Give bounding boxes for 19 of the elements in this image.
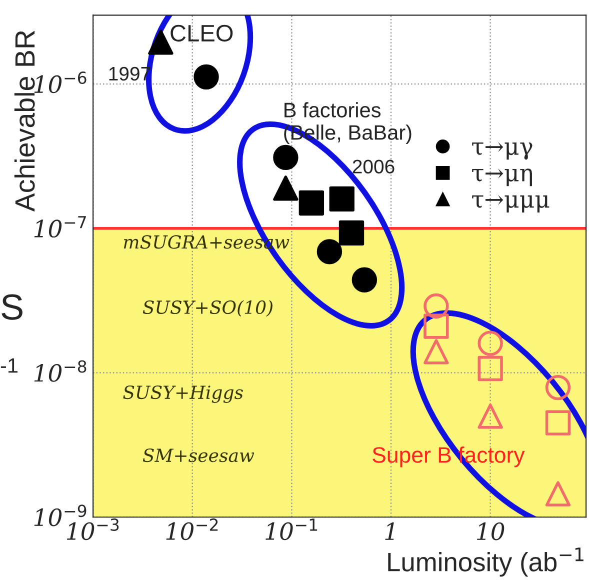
x-tick-label: 1 <box>385 522 394 540</box>
legend-label: τ→μμμ <box>472 195 550 212</box>
annotation: SUSY+SO(10) <box>142 300 272 317</box>
text: -1 <box>0 358 18 373</box>
annotation: 2006 <box>352 160 394 174</box>
y-tick-label: 10$^{−8}$ <box>34 360 86 382</box>
x-tick-label: 10 <box>476 522 504 540</box>
annotation: SM+seesaw <box>142 448 254 462</box>
y-axis-title: Achievable BR <box>14 30 35 212</box>
annotation: SUSY+Higgs <box>123 385 243 403</box>
x-axis-title: Luminosity (ab$^{−1}$ <box>388 548 584 577</box>
y-tick-label: 10$^{−6}$ <box>34 72 86 94</box>
x-tick-label: 10$^{−1}$ <box>266 518 318 540</box>
text: S <box>2 294 22 320</box>
legend-label: τ→μγ <box>472 142 532 160</box>
legend-label: τ→μη <box>472 168 532 186</box>
annotation: CLEO <box>170 24 233 42</box>
y-tick-label: 10$^{−7}$ <box>34 216 86 238</box>
x-tick-label: 10$^{−2}$ <box>166 518 218 540</box>
